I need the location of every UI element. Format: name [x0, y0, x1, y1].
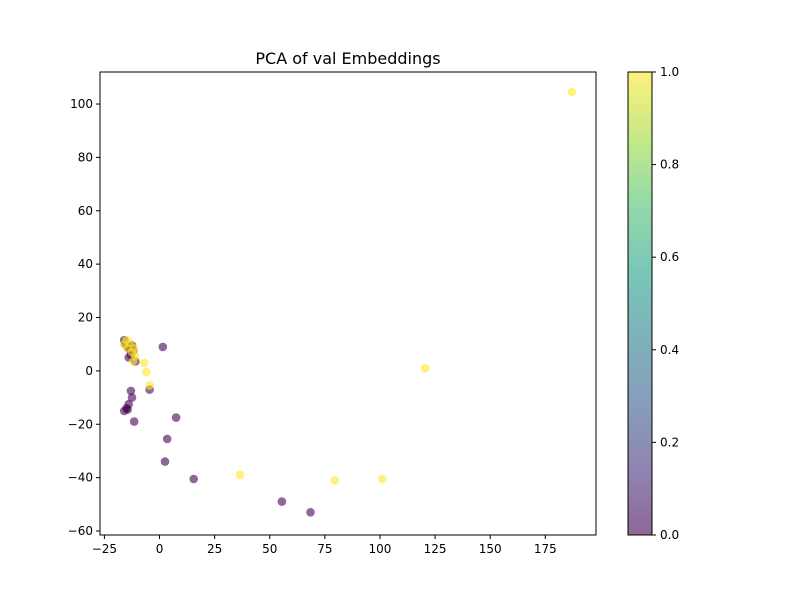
colorbar-tick-label: 0.2: [660, 435, 679, 449]
colorbar-tick-label: 0.4: [660, 343, 679, 357]
data-point: [123, 405, 132, 414]
data-point: [277, 497, 287, 506]
data-point: [567, 87, 577, 97]
y-axis: −60 −40 −20 0 20 40 60 80 100: [68, 97, 100, 538]
x-tick-label: 125: [424, 542, 447, 556]
colorbar: [627, 71, 653, 536]
data-point: [129, 343, 139, 353]
y-tick-label: 80: [78, 150, 93, 164]
data-point: [330, 476, 340, 485]
y-tick-label: 40: [78, 257, 93, 271]
data-point: [189, 474, 198, 484]
x-tick-label: 150: [479, 542, 502, 556]
data-point: [127, 393, 137, 402]
y-tick-label: 20: [78, 311, 93, 325]
y-tick-label: −40: [68, 471, 93, 485]
data-point: [420, 363, 430, 373]
data-point: [160, 457, 170, 466]
data-point: [235, 470, 245, 480]
data-point: [306, 508, 315, 517]
y-tick-label: 100: [70, 97, 93, 111]
y-tick-label: −60: [68, 524, 93, 538]
y-tick-label: −20: [68, 417, 93, 431]
data-point: [126, 386, 136, 396]
x-tick-label: 50: [262, 542, 277, 556]
x-tick-label: 75: [317, 542, 332, 556]
colorbar-tick-label: 0.8: [660, 158, 679, 172]
colorbar-tick-label: 1.0: [660, 65, 679, 79]
x-axis: −25 0 25 50 75 100 125 150 175: [92, 535, 557, 556]
data-point: [129, 417, 139, 426]
x-tick-label: 175: [534, 542, 557, 556]
data-point: [142, 367, 151, 377]
data-point: [171, 413, 181, 422]
y-tick-label: 60: [78, 204, 93, 218]
plot-points: [119, 87, 577, 517]
data-point: [158, 342, 168, 352]
data-point: [139, 358, 149, 368]
plot-frame: [99, 71, 597, 536]
colorbar-tick-label: 0.6: [660, 250, 679, 264]
x-tick-label: 25: [207, 542, 222, 556]
colorbar-tick-label: 0.0: [660, 528, 679, 542]
data-point: [145, 381, 154, 390]
y-tick-label: 0: [85, 364, 93, 378]
data-point: [128, 357, 138, 366]
colorbar-axis: 0.0 0.2 0.4 0.6 0.8 1.0: [652, 65, 679, 542]
chart-title: PCA of val Embeddings: [255, 49, 440, 68]
data-point: [377, 474, 387, 484]
x-tick-label: −25: [92, 542, 117, 556]
data-point: [162, 434, 172, 444]
x-tick-label: 100: [369, 542, 392, 556]
x-tick-label: 0: [156, 542, 164, 556]
